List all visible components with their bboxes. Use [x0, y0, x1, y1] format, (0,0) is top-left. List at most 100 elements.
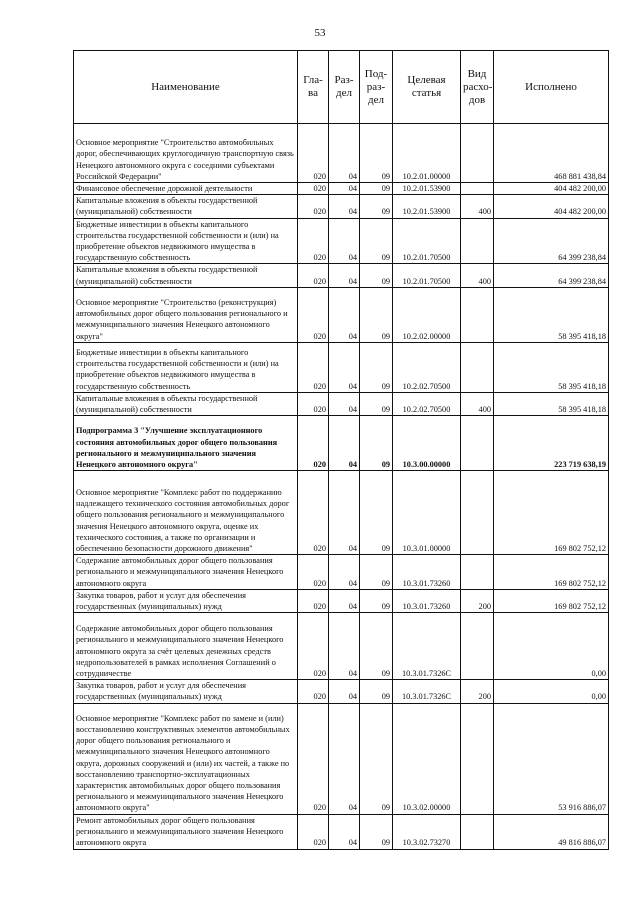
row-vid: 200 [460, 679, 494, 704]
row-ispolneno: 404 482 200,00 [493, 181, 609, 196]
row-razdel: 04 [328, 263, 360, 288]
row-razdel: 04 [328, 813, 360, 850]
row-celevaya: 10.3.01.73260 [392, 588, 461, 614]
table-row: Капитальные вложения в объекты государст… [73, 391, 609, 417]
row-vid [460, 415, 494, 472]
row-glava: 020 [297, 470, 329, 556]
row-razdel: 04 [328, 470, 360, 556]
row-ispolneno: 64 399 238,84 [493, 217, 609, 265]
row-razdel: 04 [328, 341, 360, 393]
row-podrazdel: 09 [359, 588, 393, 614]
row-celevaya: 10.3.00.00000 [392, 415, 461, 472]
row-vid [460, 123, 494, 183]
row-glava: 020 [297, 341, 329, 393]
row-glava: 020 [297, 554, 329, 590]
row-razdel: 04 [328, 217, 360, 265]
row-ispolneno: 468 881 438,84 [493, 123, 609, 183]
row-glava: 020 [297, 612, 329, 681]
row-ispolneno: 169 802 752,12 [493, 470, 609, 556]
row-glava: 020 [297, 679, 329, 704]
row-vid: 400 [460, 263, 494, 288]
row-celevaya: 10.3.01.00000 [392, 470, 461, 556]
row-name: Финансовое обеспечение дорожной деятельн… [73, 181, 298, 196]
row-celevaya: 10.2.02.00000 [392, 286, 461, 343]
row-razdel: 04 [328, 391, 360, 417]
row-name: Закупка товаров, работ и услуг для обесп… [73, 588, 298, 614]
row-podrazdel: 09 [359, 181, 393, 196]
table-row: Основное мероприятие "Комплекс работ по … [73, 470, 609, 556]
row-ispolneno: 58 395 418,18 [493, 341, 609, 393]
table-row: Закупка товаров, работ и услуг для обесп… [73, 588, 609, 614]
row-celevaya: 10.2.01.70500 [392, 217, 461, 265]
header-row: Наименование Гла-ва Раз-дел Под-раз-дел … [73, 50, 609, 124]
row-celevaya: 10.2.02.70500 [392, 391, 461, 417]
row-celevaya: 10.3.01.7326C [392, 679, 461, 704]
row-podrazdel: 09 [359, 679, 393, 704]
row-razdel: 04 [328, 612, 360, 681]
row-ispolneno: 0,00 [493, 679, 609, 704]
row-glava: 020 [297, 415, 329, 472]
row-podrazdel: 09 [359, 702, 393, 815]
row-podrazdel: 09 [359, 123, 393, 183]
row-ispolneno: 53 916 886,07 [493, 702, 609, 815]
row-razdel: 04 [328, 286, 360, 343]
row-podrazdel: 09 [359, 415, 393, 472]
row-podrazdel: 09 [359, 813, 393, 850]
row-celevaya: 10.3.02.73270 [392, 813, 461, 850]
row-ispolneno: 49 816 886,07 [493, 813, 609, 850]
row-celevaya: 10.2.01.70500 [392, 263, 461, 288]
row-vid [460, 286, 494, 343]
row-ispolneno: 58 395 418,18 [493, 391, 609, 417]
row-ispolneno: 404 482 200,00 [493, 194, 609, 219]
row-name: Капитальные вложения в объекты государст… [73, 194, 298, 219]
row-ispolneno: 0,00 [493, 612, 609, 681]
header-vid: Вид расхо-дов [460, 50, 494, 124]
header-ispolneno: Исполнено [493, 50, 609, 124]
row-name: Содержание автомобильных дорог общего по… [73, 612, 298, 681]
header-name: Наименование [73, 50, 298, 124]
row-podrazdel: 09 [359, 341, 393, 393]
row-celevaya: 10.2.01.00000 [392, 123, 461, 183]
table-row: Подпрограмма 3 "Улучшение эксплуатационн… [73, 415, 609, 472]
row-razdel: 04 [328, 554, 360, 590]
header-podrazdel: Под-раз-дел [359, 50, 393, 124]
table-row: Ремонт автомобильных дорог общего пользо… [73, 813, 609, 850]
table-row: Капитальные вложения в объекты государст… [73, 194, 609, 219]
row-ispolneno: 223 719 638,19 [493, 415, 609, 472]
row-name: Капитальные вложения в объекты государст… [73, 391, 298, 417]
row-celevaya: 10.3.02.00000 [392, 702, 461, 815]
table-row: Основное мероприятие "Комплекс работ по … [73, 702, 609, 815]
row-celevaya: 10.2.01.53900 [392, 194, 461, 219]
row-name: Капитальные вложения в объекты государст… [73, 263, 298, 288]
row-celevaya: 10.3.01.73260 [392, 554, 461, 590]
row-razdel: 04 [328, 181, 360, 196]
page-number: 53 [314, 27, 326, 39]
row-glava: 020 [297, 194, 329, 219]
budget-table: Наименование Гла-ва Раз-дел Под-раз-дел … [73, 50, 609, 850]
row-glava: 020 [297, 813, 329, 850]
row-vid [460, 813, 494, 850]
row-razdel: 04 [328, 679, 360, 704]
table-row: Закупка товаров, работ и услуг для обесп… [73, 679, 609, 704]
row-name: Основное мероприятие "Строительство (рек… [73, 286, 298, 343]
row-ispolneno: 58 395 418,18 [493, 286, 609, 343]
row-name: Закупка товаров, работ и услуг для обесп… [73, 679, 298, 704]
table-row: Содержание автомобильных дорог общего по… [73, 612, 609, 681]
table-row: Финансовое обеспечение дорожной деятельн… [73, 181, 609, 196]
row-name: Основное мероприятие "Комплекс работ по … [73, 702, 298, 815]
row-razdel: 04 [328, 415, 360, 472]
row-vid: 400 [460, 391, 494, 417]
row-razdel: 04 [328, 123, 360, 183]
row-vid [460, 554, 494, 590]
row-razdel: 04 [328, 702, 360, 815]
row-razdel: 04 [328, 588, 360, 614]
row-vid: 200 [460, 588, 494, 614]
row-celevaya: 10.2.01.53900 [392, 181, 461, 196]
row-vid: 400 [460, 194, 494, 219]
header-glava: Гла-ва [297, 50, 329, 124]
row-podrazdel: 09 [359, 612, 393, 681]
table-row: Капитальные вложения в объекты государст… [73, 263, 609, 288]
row-celevaya: 10.3.01.7326C [392, 612, 461, 681]
row-podrazdel: 09 [359, 263, 393, 288]
table-row: Бюджетные инвестиции в объекты капитальн… [73, 217, 609, 265]
